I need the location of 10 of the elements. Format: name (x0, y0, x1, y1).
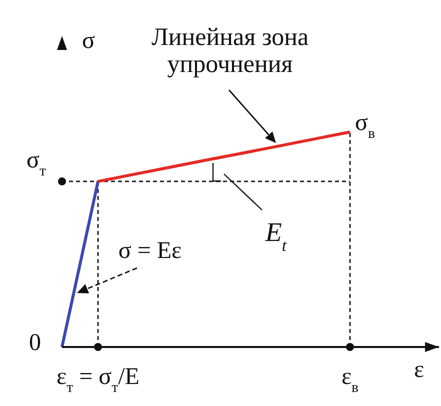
x-tick-label: ε$_{т}$ = σ$_{т}$/E (56, 364, 140, 396)
y-axis-title: σ (82, 28, 95, 54)
ref-line-label: σ$_{т}$ (26, 147, 46, 180)
text: 0 (29, 330, 41, 356)
annotation: σ = Eε (118, 238, 182, 264)
x-tick-label: ε$_{в}$ (341, 364, 359, 396)
x-axis-title: ε (414, 357, 424, 383)
annotation: E$_{t}$ (264, 217, 287, 254)
annotation: σ$_{в}$ (355, 110, 375, 142)
text: Линейная зона упрочнения (151, 24, 309, 78)
